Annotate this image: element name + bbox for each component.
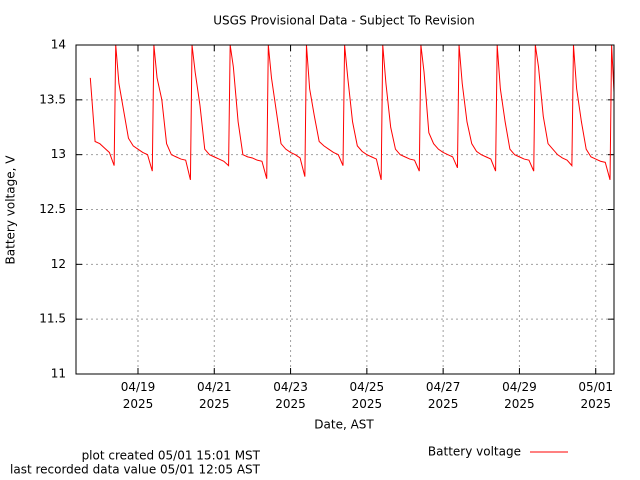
y-tick-label: 11.5 [39,312,66,326]
y-tick-label: 12.5 [39,202,66,216]
x-tick-label-line: 2025 [275,397,306,411]
x-tick-label-line: 04/25 [350,380,385,394]
y-tick-label: 13.5 [39,92,66,106]
x-tick-label: 05/01 2025 [578,380,613,411]
x-tick-label-line: 04/29 [502,380,537,394]
x-tick-label-line: 04/27 [426,380,461,394]
x-tick-label-line: 2025 [428,397,459,411]
x-tick-label-line: 2025 [199,397,230,411]
footer-text: plot created 05/01 15:01 MST [82,449,261,463]
y-axis-label: Battery voltage, V [4,155,18,265]
x-tick-label: 04/23 2025 [273,380,308,411]
x-tick-label-line: 2025 [580,397,611,411]
x-tick-label: 04/19 2025 [121,380,156,411]
chart-title: USGS Provisional Data - Subject To Revis… [213,14,475,28]
x-tick-label: 04/25 2025 [350,380,385,411]
x-tick-label-line: 04/19 [121,380,156,394]
x-tick-label: 04/27 2025 [426,380,461,411]
x-tick-label: 04/21 2025 [197,380,232,411]
legend-label: Battery voltage [428,445,521,459]
y-tick-label: 11 [51,367,66,381]
x-tick-label-line: 04/23 [273,380,308,394]
footer-text: last recorded data value 05/01 12:05 AST [10,463,261,477]
x-tick-label-line: 2025 [123,397,154,411]
x-axis-label: Date, AST [314,418,374,432]
plot-frame [75,44,615,375]
x-tick-label-line: 2025 [504,397,535,411]
x-tick-label-line: 2025 [352,397,383,411]
x-tick-label: 04/29 2025 [502,380,537,411]
y-tick-label: 14 [51,38,66,52]
data-line [89,45,614,181]
x-tick-label-line: 04/21 [197,380,232,394]
y-tick-label: 12 [51,257,66,271]
y-tick-label: 13 [51,147,66,161]
x-tick-label-line: 05/01 [578,380,613,394]
